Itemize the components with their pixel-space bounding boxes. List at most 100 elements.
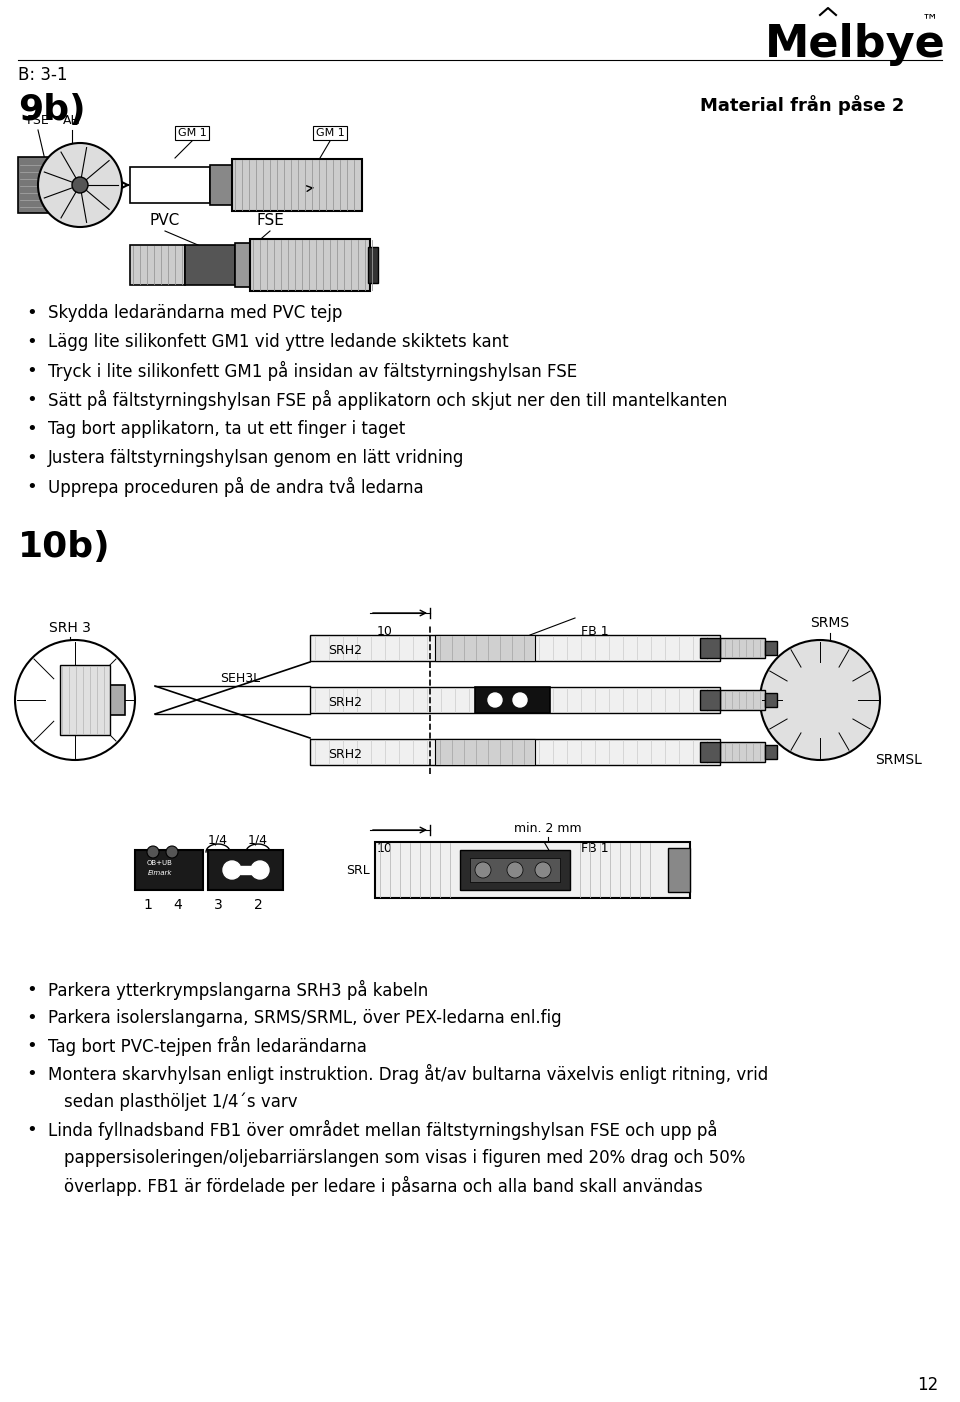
Bar [720,690,765,709]
Text: Tag bort applikatorn, ta ut ett finger i taget: Tag bort applikatorn, ta ut ett finger i… [48,421,405,437]
Text: AH: AH [63,114,81,128]
Text: SRH 3: SRH 3 [49,621,91,635]
Text: pappersisoleringen/oljebarriärslangen som visas i figuren med 20% drag och 50%: pappersisoleringen/oljebarriärslangen so… [64,1150,745,1166]
Bar [700,690,720,709]
Text: Montera skarvhylsan enligt instruktion. Drag åt/av bultarna växelvis enligt ritn: Montera skarvhylsan enligt instruktion. … [48,1064,768,1084]
Text: SRMSL: SRMSL [875,753,922,767]
Text: •: • [27,391,37,409]
Bar [250,238,370,292]
Bar [130,167,210,203]
Bar [435,635,535,660]
Bar [475,687,550,714]
Text: 10: 10 [377,843,393,855]
Circle shape [223,861,241,879]
Text: 1: 1 [144,899,153,911]
Bar [310,687,720,714]
Bar [232,158,362,210]
Text: Tryck i lite silikonfett GM1 på insidan av fältstyrningshylsan FSE: Tryck i lite silikonfett GM1 på insidan … [48,360,577,381]
Circle shape [475,862,491,878]
Bar [135,850,203,890]
Circle shape [166,845,178,858]
Bar [700,742,720,763]
Bar [668,848,690,892]
Circle shape [488,693,502,707]
Text: Melbye: Melbye [764,24,946,66]
Text: FSE: FSE [27,114,49,128]
Text: •: • [27,362,37,380]
Text: 1/4: 1/4 [208,834,228,847]
Bar [235,243,250,287]
Text: GM 1: GM 1 [316,128,345,137]
Text: Tag bort PVC-tejpen från ledarändarna: Tag bort PVC-tejpen från ledarändarna [48,1036,367,1056]
Bar [130,245,185,285]
Text: SEH3L: SEH3L [220,672,260,686]
Text: B: 3-1: B: 3-1 [18,66,67,84]
Bar [765,641,777,655]
Text: •: • [27,304,37,322]
Text: Sätt på fältstyrningshylsan FSE på applikatorn och skjut ner den till mantelkant: Sätt på fältstyrningshylsan FSE på appli… [48,390,728,409]
Bar [60,665,110,735]
Bar [240,866,262,873]
Bar [310,635,720,660]
Circle shape [760,639,880,760]
Text: •: • [27,1009,37,1028]
Bar [107,686,125,715]
Text: GM 1: GM 1 [178,128,206,137]
Bar [185,245,235,285]
Circle shape [38,143,122,227]
Text: Upprepa proceduren på de andra två ledarna: Upprepa proceduren på de andra två ledar… [48,477,423,498]
Text: Lägg lite silikonfett GM1 vid yttre ledande skiktets kant: Lägg lite silikonfett GM1 vid yttre leda… [48,334,509,350]
Text: 12: 12 [917,1375,938,1394]
Bar [700,638,720,658]
Text: 4: 4 [174,899,182,911]
Bar [435,739,535,765]
Text: 2: 2 [253,899,262,911]
Text: överlapp. FB1 är fördelade per ledare i påsarna och alla band skall användas: överlapp. FB1 är fördelade per ledare i … [64,1176,703,1196]
Text: sedan plasthöljet 1/4´s varv: sedan plasthöljet 1/4´s varv [64,1092,298,1112]
Text: Parkera ytterkrympslangarna SRH3 på kabeln: Parkera ytterkrympslangarna SRH3 på kabe… [48,980,428,1000]
Text: 10: 10 [377,625,393,638]
Bar [720,742,765,763]
Text: SRMS: SRMS [810,615,850,629]
Bar [368,247,378,283]
Bar [765,744,777,758]
Text: 1/4: 1/4 [248,834,268,847]
Bar [720,638,765,658]
Bar [18,157,66,213]
Text: 3: 3 [214,899,223,911]
Text: SRL: SRL [347,864,370,876]
Circle shape [535,862,551,878]
Text: •: • [27,421,37,437]
Text: Skydda ledarändarna med PVC tejp: Skydda ledarändarna med PVC tejp [48,304,343,322]
Text: 9b): 9b) [18,93,85,128]
Bar [470,858,560,882]
Bar [310,739,720,765]
Text: SRH2: SRH2 [328,644,362,656]
Text: •: • [27,449,37,467]
Text: ™: ™ [922,11,938,29]
Text: Material från påse 2: Material från påse 2 [700,95,904,115]
Text: FB 1: FB 1 [581,625,609,638]
Text: 10b): 10b) [18,530,110,564]
Text: Linda fyllnadsband FB1 över området mellan fältstyrningshylsan FSE och upp på: Linda fyllnadsband FB1 över området mell… [48,1120,717,1140]
Circle shape [507,862,523,878]
Text: •: • [27,334,37,350]
Circle shape [251,861,269,879]
Text: SRH2: SRH2 [328,747,362,760]
Text: PVC: PVC [150,213,180,229]
Text: Justera fältstyrningshylsan genom en lätt vridning: Justera fältstyrningshylsan genom en lät… [48,449,465,467]
Text: •: • [27,1037,37,1054]
Text: •: • [27,1066,37,1082]
Text: min. 2 mm: min. 2 mm [515,822,582,836]
Bar [208,850,283,890]
Circle shape [513,693,527,707]
Text: Parkera isolerslangarna, SRMS/SRML, över PEX-ledarna enl.fig: Parkera isolerslangarna, SRMS/SRML, över… [48,1009,562,1028]
Text: •: • [27,981,37,1000]
Text: •: • [27,478,37,496]
Text: SRH2: SRH2 [328,695,362,708]
Text: FSE: FSE [256,213,284,229]
Text: •: • [27,1122,37,1138]
Bar [765,693,777,707]
Text: FB 1: FB 1 [581,843,609,855]
Bar [375,843,690,899]
